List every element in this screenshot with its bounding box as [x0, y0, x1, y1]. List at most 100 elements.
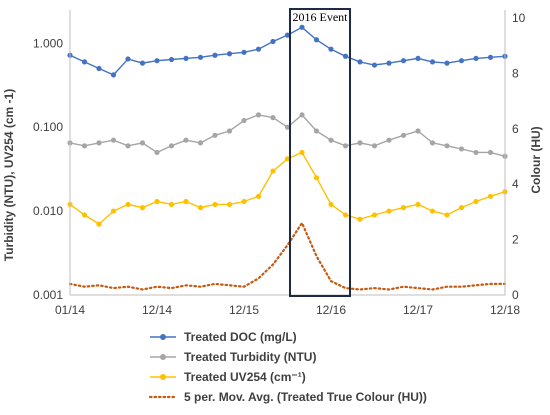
series-2-point — [241, 198, 247, 205]
series-1-point — [241, 117, 247, 124]
legend-marker — [160, 334, 166, 340]
y-left-tick-label: 0.100 — [33, 120, 63, 134]
series-1-point — [444, 143, 450, 149]
series-0-point — [386, 60, 392, 66]
series-3-line — [68, 220, 507, 291]
series-0-point — [400, 58, 407, 64]
series-1-point — [125, 143, 131, 149]
y-left-tick-label: 0.001 — [33, 288, 63, 302]
event-window-box — [289, 8, 351, 297]
y-right-tick-label: 8 — [512, 66, 519, 80]
series-1-point — [154, 149, 160, 156]
series-0-point — [328, 46, 334, 52]
series-2-point — [197, 205, 204, 211]
y-right-axis-title: Colour (HU) — [529, 126, 543, 193]
series-2-point — [371, 212, 378, 218]
x-tick-label: 12/18 — [490, 303, 520, 317]
series-1-point — [328, 137, 334, 143]
x-tick-label: 12/15 — [229, 303, 259, 317]
series-1-point — [429, 140, 436, 146]
series-2-point — [284, 156, 291, 162]
y-right-tick-label: 2 — [512, 233, 519, 247]
series-1-point — [270, 115, 276, 121]
series-0-point — [81, 59, 88, 65]
series-2-point — [415, 201, 421, 208]
event-annotation: 2016 Event — [289, 8, 351, 297]
series-2-point — [154, 198, 160, 205]
x-tick-label: 12/17 — [403, 303, 433, 317]
series-0-point — [226, 51, 233, 57]
series-0-point — [139, 60, 146, 66]
y-right-tick-label: 6 — [512, 122, 519, 136]
series-1-point — [487, 149, 494, 156]
series-2-point — [313, 175, 320, 181]
series-0-point — [444, 60, 450, 66]
series-2-point — [226, 201, 233, 208]
series-1-point — [458, 146, 465, 152]
series-2-point — [487, 193, 494, 199]
series-1-point — [139, 140, 146, 146]
series-0-point — [96, 65, 102, 72]
plot-area — [67, 24, 508, 291]
series-0-point — [255, 46, 262, 52]
series-2-point — [357, 216, 363, 222]
legend-label: Treated DOC (mg/L) — [184, 330, 297, 344]
y-right-tick-label: 10 — [512, 11, 526, 25]
series-0-point — [168, 56, 175, 63]
series-0-point — [473, 55, 479, 62]
series-2-point — [458, 205, 465, 211]
series-1-point — [415, 128, 421, 134]
series-2-point — [400, 205, 407, 211]
series-2-point — [183, 198, 189, 205]
series-0-point — [284, 32, 291, 38]
series-2-point — [328, 201, 334, 208]
series-1-point — [96, 140, 102, 146]
series-0-point — [342, 53, 349, 59]
series-2-point — [299, 149, 305, 156]
series-2-point — [212, 201, 218, 208]
legend-label: 5 per. Mov. Avg. (Treated True Colour (H… — [184, 390, 427, 404]
series-2-point — [110, 208, 117, 214]
series-0-point — [299, 24, 305, 30]
series-2-point — [255, 193, 262, 199]
series-1-point — [197, 140, 204, 146]
series-1-point — [81, 143, 88, 149]
series-0-point — [154, 58, 160, 64]
series-2-point — [473, 198, 479, 205]
series-1-point — [183, 137, 189, 143]
series-0-point — [270, 38, 276, 45]
series-1-point — [386, 137, 392, 143]
y-left-axis-title: Turbidity (NTU), UV254 (cm -1) — [2, 89, 16, 261]
series-0-point — [183, 55, 189, 62]
x-tick-label: 12/16 — [316, 303, 346, 317]
series-1-point — [313, 128, 320, 134]
y-left-tick-label: 0.010 — [33, 204, 63, 218]
series-2-point — [429, 208, 436, 214]
legend-label: Treated Turbidity (NTU) — [184, 350, 316, 364]
series-2-point — [386, 208, 392, 214]
series-2-point — [168, 201, 175, 208]
series-0-point — [371, 62, 378, 68]
series-1-point — [473, 149, 479, 156]
y-right-tick-label: 0 — [512, 288, 519, 302]
series-1-point — [212, 132, 218, 138]
series-2-point — [139, 205, 146, 211]
series-2-point — [125, 201, 131, 208]
series-2-line — [69, 151, 506, 225]
series-1-point — [371, 143, 378, 149]
series-2-point — [81, 212, 88, 218]
series-1-point — [226, 128, 233, 134]
series-0-point — [110, 72, 117, 78]
series-0-point — [429, 59, 436, 65]
series-2-point — [444, 212, 450, 218]
series-2-point — [96, 221, 102, 227]
series-0-point — [125, 56, 131, 62]
series-1-point — [400, 132, 407, 138]
series-1-line — [69, 113, 506, 157]
legend-marker — [160, 354, 166, 360]
series-2-point — [270, 168, 276, 174]
series-0-point — [357, 59, 363, 65]
series-0-point — [241, 49, 247, 55]
series-0-point — [212, 52, 218, 58]
